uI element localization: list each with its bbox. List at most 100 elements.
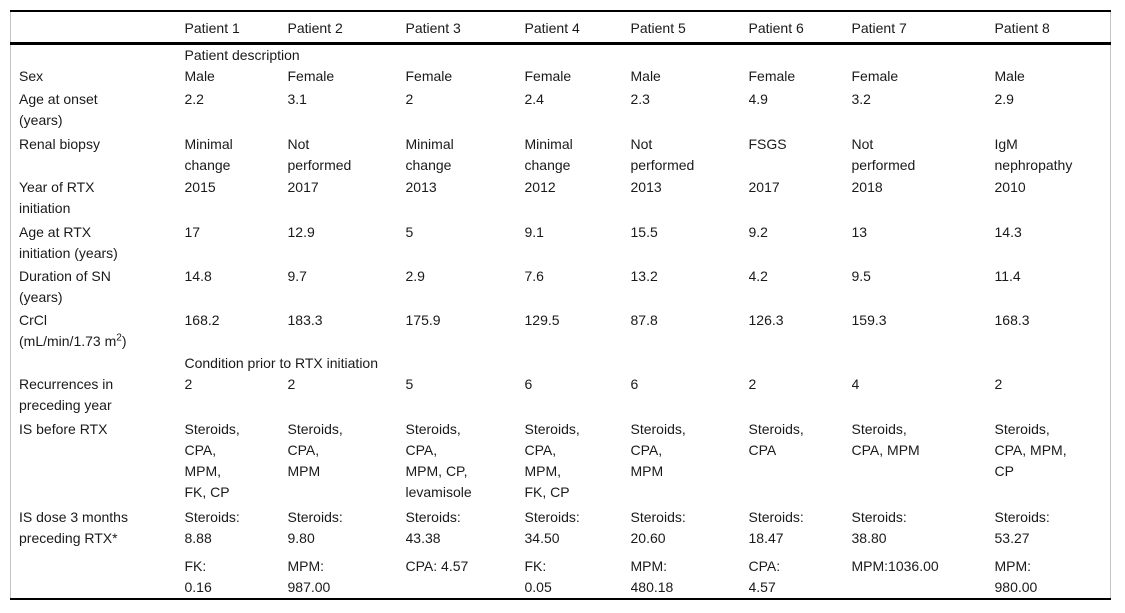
table-cell: 9.2 <box>748 224 768 240</box>
table-cell: 168.3 <box>994 312 1030 328</box>
section-row-condition-prior: Condition prior to RTX initiation <box>11 353 1111 374</box>
table-cell: IgM nephropathy <box>994 136 1073 173</box>
table-cell: Male <box>630 68 661 84</box>
row-label: IS dose 3 months preceding RTX* <box>19 509 128 546</box>
table-cell: 175.9 <box>405 312 441 328</box>
table-cell: Steroids, CPA, MPM, CP, levamisole <box>405 421 472 500</box>
table-cell: Steroids: 20.60 MPM: 480.18 <box>631 507 749 599</box>
dose-group: Steroids: 18.47 <box>748 509 804 546</box>
table-cell: Steroids: 18.47 CPA: 4.57 <box>749 507 852 599</box>
dose-group: MPM: 480.18 <box>630 558 674 595</box>
table-cell: 6 <box>630 376 639 392</box>
table-cell: Steroids, CPA, MPM <box>630 421 686 479</box>
table-cell: Minimal change <box>184 136 233 173</box>
column-header-patient-1: Patient 1 <box>184 11 288 45</box>
table-cell: 2013 <box>405 179 437 195</box>
table-cell: FSGS <box>748 136 787 152</box>
table-cell: Male <box>184 68 215 84</box>
table-cell: Steroids, CPA, MPM, FK, CP <box>524 421 580 500</box>
table-cell: 2 <box>405 91 414 107</box>
table-cell: 12.9 <box>287 224 315 240</box>
table-cell: 4 <box>851 376 860 392</box>
row-is-dose: IS dose 3 months preceding RTX* Steroids… <box>11 507 1111 599</box>
table-cell: Female <box>748 68 796 84</box>
row-label: Year of RTX initiation <box>19 179 95 216</box>
table-cell: 2015 <box>184 179 216 195</box>
table-cell: 13 <box>851 224 868 240</box>
table-cell: Minimal change <box>524 136 573 173</box>
row-age-at-rtx-initiation: Age at RTX initiation (years) 17 12.9 5 … <box>11 222 1111 266</box>
table-cell: 2010 <box>994 179 1026 195</box>
table-cell: 2.2 <box>184 91 204 107</box>
table-cell: 9.7 <box>287 268 307 284</box>
table-cell: Female <box>287 68 335 84</box>
row-year-of-rtx-initiation: Year of RTX initiation 2015 2017 2013 20… <box>11 177 1111 222</box>
dose-group: MPM:1036.00 <box>851 558 939 574</box>
table-cell: 5 <box>405 376 414 392</box>
column-header-patient-4: Patient 4 <box>524 11 631 45</box>
table-cell: Steroids, CPA <box>748 421 804 458</box>
table-cell: 15.5 <box>630 224 658 240</box>
column-header-patient-3: Patient 3 <box>405 11 525 45</box>
table-cell: 6 <box>524 376 533 392</box>
patient-characteristics-table: Patient 1 Patient 2 Patient 3 Patient 4 … <box>10 10 1111 600</box>
row-label: Recurrences in preceding year <box>19 376 114 413</box>
table-cell: 3.2 <box>851 91 871 107</box>
dose-group: Steroids: 38.80 <box>851 509 907 546</box>
table-cell: Steroids, CPA, MPM <box>851 421 920 458</box>
table-cell: 2 <box>184 376 193 392</box>
row-label: Age at RTX initiation (years) <box>19 224 118 261</box>
dose-group: FK: 0.16 <box>184 558 212 595</box>
table-cell: 13.2 <box>630 268 658 284</box>
column-header-patient-5: Patient 5 <box>630 11 749 45</box>
crcl-label-close: ) <box>121 333 127 349</box>
row-label: Duration of SN (years) <box>19 268 111 305</box>
section-header-patient-description: Patient description <box>184 46 300 63</box>
table-cell: 17 <box>184 224 201 240</box>
dose-group: Steroids: 20.60 <box>630 509 686 546</box>
table-cell: Not performed <box>851 136 916 173</box>
table-cell: 126.3 <box>748 312 784 328</box>
dose-group: MPM: 987.00 <box>287 558 331 595</box>
row-label: IS before RTX <box>19 421 108 437</box>
row-label-empty <box>11 353 185 374</box>
crcl-label-text: CrCl (mL/min/1.73 m <box>19 312 117 349</box>
table-cell: 2013 <box>630 179 662 195</box>
table-cell: 7.6 <box>524 268 544 284</box>
dose-group: FK: 0.05 <box>524 558 552 595</box>
row-sex: Sex Male Female Female Female Male Femal… <box>11 66 1111 89</box>
table-cell: Minimal change <box>405 136 454 173</box>
row-duration-of-sn: Duration of SN (years) 14.8 9.7 2.9 7.6 … <box>11 266 1111 310</box>
table-cell: Steroids, CPA, MPM, FK, CP <box>184 421 240 500</box>
table-cell: 159.3 <box>851 312 887 328</box>
table-cell: Steroids, CPA, MPM, CP <box>994 421 1067 479</box>
table-cell: Female <box>405 68 453 84</box>
table-cell: Female <box>851 68 899 84</box>
table-cell: 2 <box>748 376 757 392</box>
table-header-row: Patient 1 Patient 2 Patient 3 Patient 4 … <box>10 11 1111 45</box>
table-cell: 14.8 <box>184 268 212 284</box>
dose-group: Steroids: 8.88 <box>184 509 240 546</box>
section-header-condition-prior: Condition prior to RTX initiation <box>184 355 379 371</box>
table-cell: Steroids, CPA, MPM <box>287 421 343 479</box>
table-cell: 183.3 <box>287 312 323 328</box>
table-cell: Steroids: 38.80 MPM:1036.00 <box>852 507 995 599</box>
table-cell: 2012 <box>524 179 556 195</box>
table-cell: Steroids: 9.80 MPM: 987.00 <box>288 507 406 599</box>
row-crcl: CrCl (mL/min/1.73 m2) 168.2 183.3 175.9 … <box>11 310 1111 353</box>
dose-group: CPA: 4.57 <box>748 558 781 595</box>
table-cell: 9.1 <box>524 224 544 240</box>
table-cell: 2.3 <box>630 91 650 107</box>
row-label: Sex <box>19 68 44 84</box>
column-header-patient-6: Patient 6 <box>748 11 852 45</box>
section-row-patient-description: Patient description <box>11 43 1111 66</box>
row-age-at-onset: Age at onset (years) 2.2 3.1 2 2.4 2.3 4… <box>11 89 1111 134</box>
row-label: CrCl (mL/min/1.73 m2) <box>11 310 185 353</box>
table-cell: Steroids: 43.38 CPA: 4.57 <box>406 507 525 599</box>
table-cell: 3.1 <box>287 91 307 107</box>
table-cell: 4.2 <box>748 268 768 284</box>
row-label: Renal biopsy <box>19 136 100 152</box>
column-header-patient-8: Patient 8 <box>994 11 1111 45</box>
column-header-patient-7: Patient 7 <box>851 11 995 45</box>
